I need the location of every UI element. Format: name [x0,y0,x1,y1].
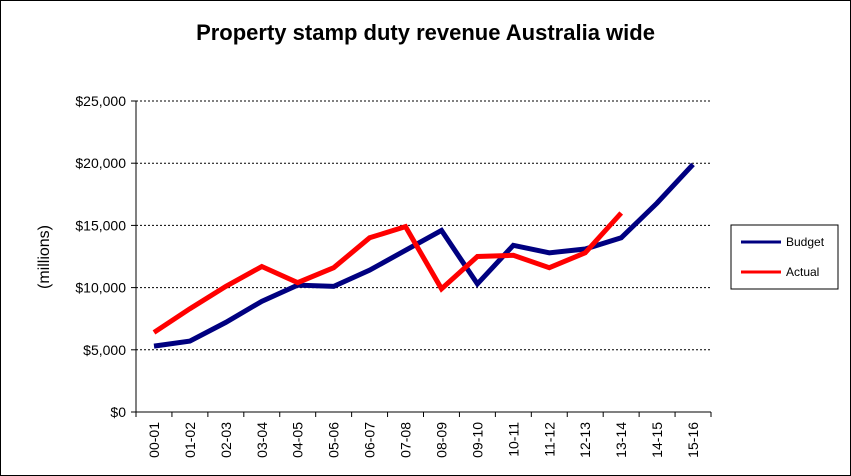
y-axis-label: (millions) [36,225,53,289]
legend-label-budget: Budget [786,235,825,249]
x-tick-label: 13-14 [613,422,629,458]
x-tick-label: 11-12 [541,422,557,457]
series-lines [152,162,695,349]
y-tick-label: $15,000 [75,217,126,233]
x-tick-label: 06-07 [362,422,378,458]
y-tick-labels: $0 $5,000 $10,000 $15,000 $20,000 $25,000 [75,93,126,420]
x-tick-label: 00-01 [146,422,162,458]
x-tick-label: 03-04 [254,422,270,458]
legend: Budget Actual [730,224,839,290]
x-tick-label: 08-09 [433,422,449,458]
y-tick-label: $5,000 [83,342,126,358]
y-tick-label: $20,000 [75,155,126,171]
y-tick-label: $25,000 [75,93,126,109]
axes [131,100,712,417]
series-line-actual [152,211,624,335]
x-tick-label: 01-02 [182,422,198,458]
legend-label-actual: Actual [786,265,819,279]
x-tick-label: 07-08 [398,422,414,458]
legend-box [730,224,839,290]
x-tick-label: 12-13 [577,422,593,458]
y-tick-label: $10,000 [75,280,126,296]
x-tick-labels: 00-01 01-02 02-03 03-04 04-05 05-06 06-07 07-08… [146,422,701,458]
y-tick-label: $0 [110,404,126,420]
x-tick-label: 14-15 [649,422,665,458]
chart-title: Property stamp duty revenue Australia wi… [196,20,655,45]
x-tick-label: 10-11 [505,422,521,457]
x-tick-label: 02-03 [218,422,234,458]
x-tick-label: 05-06 [326,422,342,458]
x-tick-label: 15-16 [685,422,701,458]
gridlines [136,100,711,351]
series-line-budget [153,162,695,349]
x-tick-label: 09-10 [469,422,485,458]
x-tick-label: 04-05 [290,422,306,458]
